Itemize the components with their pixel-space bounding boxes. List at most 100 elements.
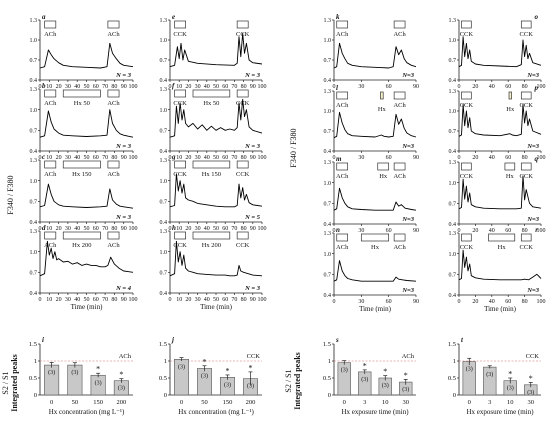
stimulus-box — [192, 160, 231, 169]
x-axis-label: Hx exposure time (min) — [466, 408, 534, 416]
x-tick-label: 10 — [176, 297, 182, 303]
x-tick-label: 90 — [121, 226, 127, 232]
stimulus-label: ACh — [44, 31, 57, 38]
significance-star: * — [203, 357, 207, 366]
y-tick-label: 0.7 — [324, 202, 332, 208]
trace-line — [39, 240, 134, 277]
panel-o: 0.4 0.7 1.0 1.3 0 20 40 60 80 100 CCK CCK o N=3 — [449, 13, 546, 90]
stimulus-label: CCK — [460, 244, 474, 251]
y-tick-label: 1.0 — [160, 250, 168, 256]
y-tick-label: 1.0 — [160, 179, 168, 185]
bar-n-label: (3) — [71, 369, 78, 376]
x-tick-label: 100 — [537, 299, 546, 305]
x-tick-label: 50 — [84, 226, 90, 232]
y-tick-label: 1.5 — [448, 341, 456, 348]
stimulus-label: ACh — [107, 100, 120, 107]
stimulus-box — [174, 20, 186, 29]
y-tick-label: 0.4 — [449, 78, 457, 84]
x-axis-label: Hx concentration (mg L⁻¹) — [49, 408, 125, 416]
y-tick-label: 1.0 — [30, 179, 38, 185]
x-tick-label: 50 — [213, 226, 219, 232]
panel-letter: q — [535, 155, 539, 163]
panel-letter: i — [42, 336, 44, 344]
bar-n-label: (3) — [527, 389, 534, 396]
x-tick-label: 80 — [241, 226, 247, 232]
x-tick-label: 60 — [93, 84, 99, 90]
panel-letter: k — [336, 13, 340, 21]
stimulus-label: CCK — [236, 242, 250, 249]
x-tick-label: 0 — [458, 228, 461, 234]
y-tick-label: 0.4 — [30, 78, 38, 84]
y-tick-label: 1.3 — [30, 18, 38, 24]
x-tick-label: 10 — [176, 84, 182, 90]
y-tick-label: 0.4 — [160, 149, 168, 155]
trace-line — [169, 32, 263, 68]
stimulus-label: Hx — [371, 244, 380, 251]
y-tick-label: 0.7 — [449, 129, 457, 135]
y-tick-label: 0.7 — [449, 273, 457, 279]
x-tick-label: 20 — [56, 226, 62, 232]
bar-n-label: (3) — [201, 372, 208, 379]
x-tick-label: 100 — [258, 84, 267, 90]
bar-n-label: (3) — [486, 371, 493, 378]
x-tick-label: 60 — [386, 155, 392, 161]
n-count-label: N = 3 — [115, 72, 132, 79]
x-tick-label: 0 — [333, 155, 336, 161]
stimulus-box — [461, 20, 472, 29]
category-label: 0 — [180, 399, 183, 406]
x-tick-label: 0 — [39, 297, 42, 303]
y-tick-label: 0 — [453, 392, 456, 399]
stimulus-box — [44, 20, 57, 29]
y-tick-label: 1.0 — [30, 250, 38, 256]
stimulus-box — [236, 20, 249, 29]
significance-star: * — [96, 365, 100, 374]
y-tick-label: 1.3 — [160, 87, 168, 93]
y-tick-label: 0.7 — [30, 58, 38, 64]
stimulus-label: ACh — [393, 31, 406, 38]
agonist-label: CCK — [247, 353, 261, 360]
x-tick-label: 70 — [102, 84, 108, 90]
bar-n-label: (3) — [507, 385, 514, 392]
x-tick-label: 20 — [472, 84, 478, 90]
y-tick-label: 1.3 — [30, 87, 38, 93]
stimulus-label: CCK — [460, 102, 474, 109]
x-tick-label: 60 — [93, 297, 99, 303]
x-tick-label: 20 — [472, 228, 478, 234]
trace-line — [39, 183, 134, 209]
y-tick-label: 0.7 — [30, 271, 38, 277]
x-tick-label: 70 — [102, 155, 108, 161]
significance-star: * — [119, 370, 123, 379]
stimulus-label: ACh — [107, 242, 120, 249]
stimulus-box — [508, 91, 512, 100]
x-tick-label: 40 — [489, 228, 495, 234]
x-tick-label: 50 — [84, 155, 90, 161]
category-label: 50 — [72, 399, 79, 406]
stimulus-box — [174, 231, 186, 240]
panel-letter: t — [461, 336, 464, 344]
x-tick-label: 100 — [129, 226, 138, 232]
x-tick-label: 30 — [65, 84, 71, 90]
x-tick-label: 50 — [213, 155, 219, 161]
stimulus-label: ACh — [336, 102, 349, 109]
x-tick-label: 90 — [413, 299, 419, 305]
stimulus-box — [393, 233, 406, 242]
stimulus-label: CCK — [460, 31, 474, 38]
bar-n-label: (3) — [361, 376, 368, 383]
x-tick-label: 80 — [241, 84, 247, 90]
x-tick-label: 10 — [46, 226, 52, 232]
panel-letter: s — [335, 336, 339, 344]
x-tick-label: 40 — [204, 155, 210, 161]
panel-k: 0.4 0.7 1.0 1.3 0 30 60 90 ACh ACh k N=3 — [324, 13, 420, 90]
category-label: 150 — [223, 399, 233, 406]
bar-n-label: (3) — [402, 386, 409, 393]
x-tick-label: 100 — [129, 84, 138, 90]
bar-n-label: (3) — [341, 367, 348, 374]
y-tick-label: 1.3 — [449, 89, 457, 95]
y-tick-label: 1.0 — [449, 252, 457, 258]
x-tick-label: 30 — [195, 155, 201, 161]
x-tick-label: 40 — [74, 155, 80, 161]
x-tick-label: 30 — [195, 297, 201, 303]
